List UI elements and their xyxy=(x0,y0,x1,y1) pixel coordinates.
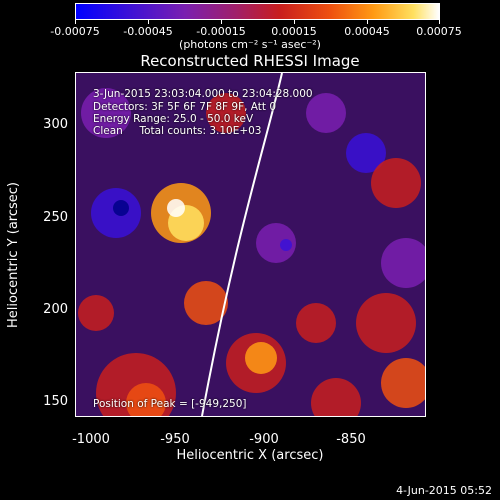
info-peak: Position of Peak = [-949,250] xyxy=(93,398,247,410)
y-tick-label: 150 xyxy=(43,394,68,409)
emission-blob xyxy=(306,93,346,133)
x-tick-label: -850 xyxy=(336,432,366,447)
emission-blob xyxy=(280,239,292,251)
solar-limb-curve xyxy=(201,73,283,416)
x-tick-label: -900 xyxy=(249,432,279,447)
colorbar-tick: 0.00015 xyxy=(271,25,317,38)
emission-blob xyxy=(81,88,131,138)
x-tick-label: -950 xyxy=(160,432,190,447)
info-energy: Energy Range: 25.0 - 50.0 keV xyxy=(93,113,254,125)
x-tick-label: -1000 xyxy=(72,432,110,447)
y-axis-label: Heliocentric Y (arcsec) xyxy=(6,182,21,328)
emission-blob xyxy=(381,238,425,288)
colorbar-tick: 0.00075 xyxy=(416,25,462,38)
emission-blob xyxy=(296,303,336,343)
emission-blob xyxy=(167,199,185,217)
emission-blob xyxy=(78,295,114,331)
emission-blob xyxy=(206,93,246,133)
y-tick-label: 250 xyxy=(43,210,68,225)
emission-blob xyxy=(256,223,296,263)
emission-blob xyxy=(245,342,277,374)
rhessi-image xyxy=(75,72,426,417)
colorbar-units: (photons cm⁻² s⁻¹ asec⁻²) xyxy=(179,38,321,51)
info-detectors: Detectors: 3F 5F 6F 7F 8F 9F, Att 0 xyxy=(93,101,277,113)
colorbar-tick: -0.00075 xyxy=(50,25,100,38)
colorbar-tick: -0.00045 xyxy=(123,25,173,38)
rhessi-image-map xyxy=(76,73,425,416)
emission-blob xyxy=(371,158,421,208)
emission-blob xyxy=(126,383,166,416)
y-tick-label: 200 xyxy=(43,302,68,317)
emission-blob xyxy=(381,358,425,408)
x-axis-label: Heliocentric X (arcsec) xyxy=(176,448,324,463)
footer-date: 4-Jun-2015 05:52 xyxy=(396,484,492,497)
y-tick-label: 300 xyxy=(43,117,68,132)
colorbar xyxy=(75,3,440,20)
info-time: 3-Jun-2015 23:03:04.000 to 23:04:28.000 xyxy=(93,88,313,100)
colorbar-tick: -0.00015 xyxy=(196,25,246,38)
emission-blob xyxy=(356,293,416,353)
emission-blob xyxy=(113,200,129,216)
emission-blob xyxy=(346,133,386,173)
emission-blob xyxy=(311,378,361,416)
colorbar-tick: 0.00045 xyxy=(344,25,390,38)
plot-title: Reconstructed RHESSI Image xyxy=(140,52,360,70)
emission-blob xyxy=(184,281,228,325)
info-clean: Clean Total counts: 3.10E+03 xyxy=(93,125,262,137)
